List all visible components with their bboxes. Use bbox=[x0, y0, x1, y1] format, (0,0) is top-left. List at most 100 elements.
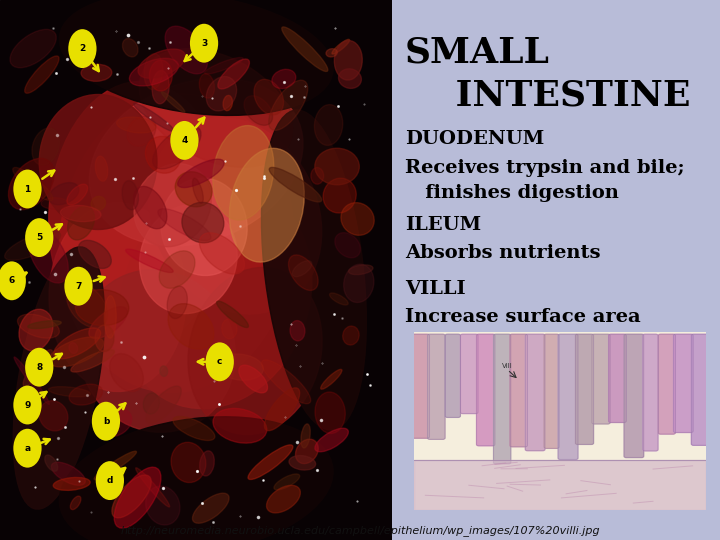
Ellipse shape bbox=[140, 205, 237, 314]
Ellipse shape bbox=[248, 445, 293, 480]
Ellipse shape bbox=[122, 180, 138, 210]
Ellipse shape bbox=[68, 206, 94, 240]
Ellipse shape bbox=[315, 148, 359, 185]
Text: 8: 8 bbox=[36, 363, 42, 372]
Ellipse shape bbox=[282, 27, 328, 71]
Ellipse shape bbox=[143, 393, 160, 414]
Ellipse shape bbox=[19, 309, 53, 351]
Ellipse shape bbox=[269, 80, 307, 130]
Ellipse shape bbox=[326, 49, 337, 57]
Ellipse shape bbox=[161, 92, 185, 112]
FancyBboxPatch shape bbox=[643, 334, 658, 451]
Ellipse shape bbox=[290, 321, 305, 341]
Ellipse shape bbox=[145, 137, 181, 173]
Ellipse shape bbox=[192, 493, 229, 523]
Text: VILLI: VILLI bbox=[405, 280, 465, 298]
Ellipse shape bbox=[109, 354, 143, 391]
Ellipse shape bbox=[71, 350, 114, 372]
Ellipse shape bbox=[60, 205, 101, 221]
Ellipse shape bbox=[59, 0, 333, 116]
Ellipse shape bbox=[149, 118, 322, 314]
Ellipse shape bbox=[199, 451, 215, 476]
Text: 9: 9 bbox=[24, 401, 31, 409]
Text: 1: 1 bbox=[24, 185, 30, 193]
Ellipse shape bbox=[330, 293, 348, 305]
Ellipse shape bbox=[173, 416, 215, 441]
Ellipse shape bbox=[45, 455, 58, 471]
Text: INTESTINE: INTESTINE bbox=[405, 78, 690, 112]
Ellipse shape bbox=[292, 261, 312, 276]
Ellipse shape bbox=[53, 328, 101, 359]
Ellipse shape bbox=[40, 94, 157, 230]
Ellipse shape bbox=[10, 29, 56, 68]
Ellipse shape bbox=[188, 267, 322, 435]
Ellipse shape bbox=[274, 474, 300, 490]
Ellipse shape bbox=[301, 424, 310, 448]
Ellipse shape bbox=[53, 477, 90, 490]
Ellipse shape bbox=[178, 159, 224, 187]
Ellipse shape bbox=[95, 325, 114, 352]
Ellipse shape bbox=[341, 202, 374, 235]
Circle shape bbox=[96, 461, 124, 500]
Ellipse shape bbox=[222, 319, 237, 339]
Ellipse shape bbox=[81, 64, 112, 82]
FancyBboxPatch shape bbox=[428, 334, 445, 440]
Ellipse shape bbox=[212, 125, 274, 220]
Ellipse shape bbox=[71, 496, 81, 510]
Ellipse shape bbox=[69, 384, 102, 405]
Text: DUODENUM: DUODENUM bbox=[405, 130, 544, 147]
Text: 4: 4 bbox=[181, 136, 188, 145]
Ellipse shape bbox=[17, 314, 59, 338]
FancyBboxPatch shape bbox=[592, 334, 610, 424]
Ellipse shape bbox=[120, 186, 312, 408]
Ellipse shape bbox=[140, 49, 292, 167]
Ellipse shape bbox=[315, 105, 343, 145]
Ellipse shape bbox=[49, 202, 186, 392]
Ellipse shape bbox=[311, 167, 324, 184]
Ellipse shape bbox=[165, 26, 207, 74]
Ellipse shape bbox=[152, 71, 169, 104]
Circle shape bbox=[25, 348, 53, 387]
Ellipse shape bbox=[49, 183, 79, 205]
Ellipse shape bbox=[315, 428, 348, 452]
Ellipse shape bbox=[94, 451, 137, 480]
Ellipse shape bbox=[230, 148, 305, 262]
Ellipse shape bbox=[24, 56, 59, 93]
Ellipse shape bbox=[223, 96, 233, 111]
Ellipse shape bbox=[192, 178, 203, 204]
Circle shape bbox=[25, 218, 53, 257]
FancyBboxPatch shape bbox=[544, 334, 559, 448]
FancyBboxPatch shape bbox=[658, 334, 675, 434]
Ellipse shape bbox=[334, 40, 362, 80]
Ellipse shape bbox=[161, 178, 247, 275]
Ellipse shape bbox=[239, 365, 268, 393]
Ellipse shape bbox=[13, 247, 104, 509]
Ellipse shape bbox=[315, 392, 346, 434]
Circle shape bbox=[64, 267, 93, 306]
Ellipse shape bbox=[28, 321, 61, 328]
Text: a: a bbox=[24, 444, 30, 453]
Ellipse shape bbox=[89, 307, 127, 339]
Ellipse shape bbox=[320, 369, 342, 389]
Text: 7: 7 bbox=[76, 282, 81, 291]
Ellipse shape bbox=[295, 439, 318, 464]
Ellipse shape bbox=[254, 79, 284, 115]
Ellipse shape bbox=[133, 186, 167, 229]
Text: 2: 2 bbox=[79, 44, 86, 53]
Ellipse shape bbox=[91, 197, 106, 210]
Ellipse shape bbox=[69, 343, 78, 354]
Ellipse shape bbox=[66, 284, 107, 328]
Text: b: b bbox=[103, 417, 109, 426]
Ellipse shape bbox=[78, 240, 112, 268]
FancyBboxPatch shape bbox=[673, 334, 693, 433]
Text: 3: 3 bbox=[201, 39, 207, 48]
Ellipse shape bbox=[343, 326, 359, 345]
Circle shape bbox=[190, 24, 218, 63]
Ellipse shape bbox=[217, 301, 248, 328]
Ellipse shape bbox=[39, 401, 68, 431]
Ellipse shape bbox=[348, 265, 373, 275]
Ellipse shape bbox=[135, 468, 170, 507]
FancyBboxPatch shape bbox=[558, 334, 578, 460]
Ellipse shape bbox=[134, 103, 174, 131]
Ellipse shape bbox=[153, 126, 201, 169]
